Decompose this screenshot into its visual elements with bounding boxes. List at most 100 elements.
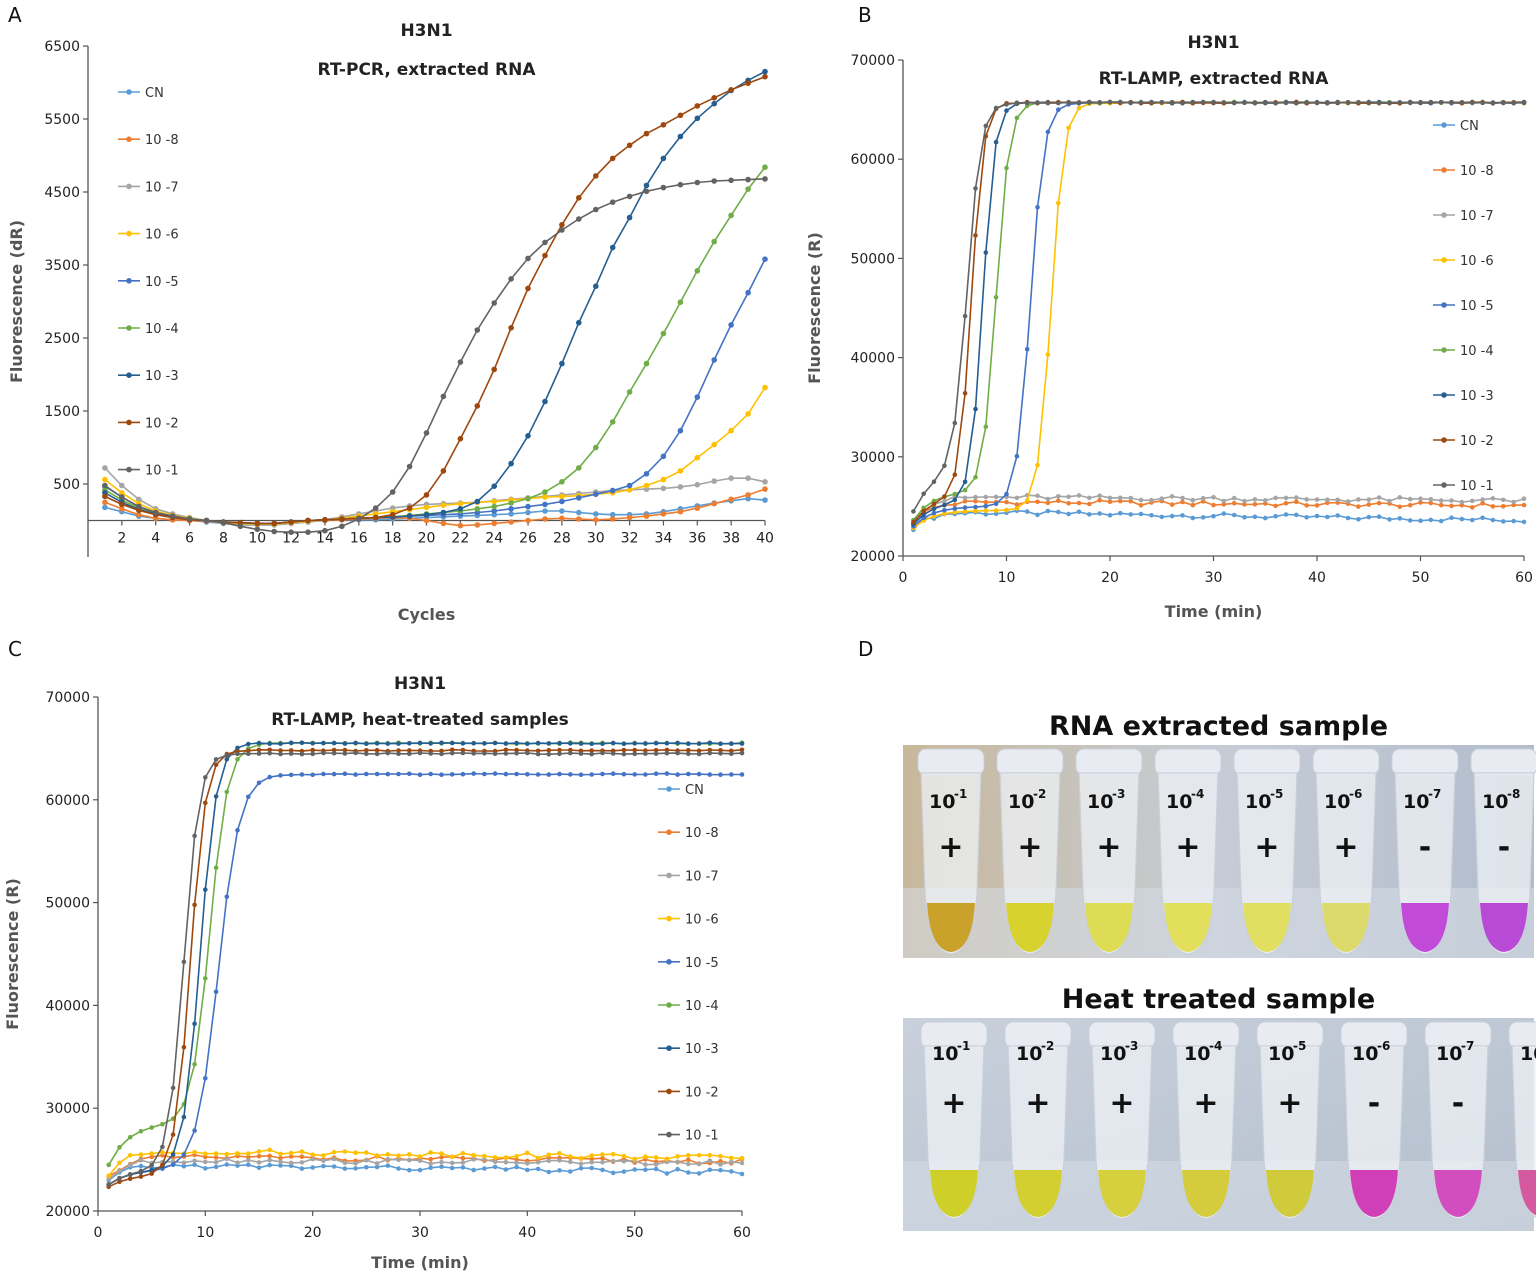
chart-b-data-point xyxy=(1045,500,1051,506)
chart-a-data-point xyxy=(728,177,734,184)
tube-heat-2: 10-2 + xyxy=(1004,1021,1072,1220)
chart-c-data-point xyxy=(525,750,530,756)
tube-label-base: 10 xyxy=(1436,1043,1462,1065)
chart-a-data-point xyxy=(136,496,142,503)
chart-a-data-point xyxy=(271,520,278,527)
chart-b-data-point xyxy=(1449,100,1454,105)
chart-c-data-point xyxy=(632,741,637,746)
chart-b-data-point xyxy=(1283,512,1289,517)
chart-a-data-point xyxy=(339,516,345,522)
chart-c-data-point xyxy=(149,1154,154,1160)
chart-a-data-point xyxy=(694,268,701,274)
chart-a-data-point xyxy=(643,188,650,195)
tube-liquid xyxy=(927,903,975,952)
chart-b-data-point xyxy=(931,510,937,516)
chart-c-data-point xyxy=(321,1158,326,1164)
chart-b-data-point xyxy=(1066,494,1071,500)
chart-a-data-point xyxy=(728,475,734,482)
chart-c-data-point xyxy=(589,1153,594,1158)
chart-b-data-point xyxy=(1066,125,1071,131)
chart-b-data-point xyxy=(1190,502,1196,508)
chart-a-data-point xyxy=(576,495,582,501)
chart-b-data-point xyxy=(1356,99,1361,105)
chart-c-data-point xyxy=(417,750,423,756)
chart-c-data-point xyxy=(729,772,734,777)
chart-b-data-point xyxy=(1200,99,1206,105)
legend-swatch-marker xyxy=(126,466,132,473)
chart-c-data-point xyxy=(256,1153,262,1159)
chart-b-data-point xyxy=(1304,497,1309,502)
chart-a-data-point xyxy=(508,325,514,331)
chart-c-data-point xyxy=(428,771,434,777)
chart-c-data-point xyxy=(138,1163,144,1169)
chart-b-data-point xyxy=(962,498,968,504)
chart-c-data-point xyxy=(449,750,455,756)
tube-label-exponent: -3 xyxy=(1125,1039,1138,1053)
chart-c-data-point xyxy=(428,1156,434,1162)
chart-b-data-point xyxy=(973,494,978,500)
chart-c-data-point xyxy=(686,741,691,746)
chart-c-data-point xyxy=(696,1152,702,1158)
chart-b-x-tick-label: 20 xyxy=(1101,570,1119,586)
chart-c-data-point xyxy=(267,1157,273,1163)
chart-b-y-tick-label: 30000 xyxy=(850,450,895,466)
chart-a-data-point xyxy=(576,509,582,516)
tube-liquid xyxy=(1164,903,1212,952)
chart-a-data-point xyxy=(423,492,430,498)
chart-a-data-point xyxy=(694,179,701,186)
tube-result-sign: - xyxy=(1452,1086,1464,1121)
chart-b-data-point xyxy=(1118,498,1123,504)
chart-c-data-point xyxy=(117,1145,122,1150)
chart-b-data-point xyxy=(1159,514,1165,520)
chart-b-data-point xyxy=(952,497,958,503)
chart-b-title: H3N1 xyxy=(1187,33,1239,53)
chart-c-data-point xyxy=(460,1160,466,1165)
chart-c-data-point xyxy=(482,1157,487,1162)
tube-label-base: 10 xyxy=(1008,791,1034,813)
chart-a-data-point xyxy=(305,517,311,524)
chart-b-data-point xyxy=(1345,515,1351,521)
tube-label-exponent: -6 xyxy=(1349,787,1362,801)
chart-a-data-point xyxy=(593,511,599,517)
chart-b-data-point xyxy=(973,504,978,510)
chart-c-data-point xyxy=(106,1176,111,1182)
chart-a-data-point xyxy=(593,206,599,213)
tube-heat-6: 10-6 - xyxy=(1340,1021,1408,1220)
chart-c-data-point xyxy=(568,741,573,746)
chart-b-data-point xyxy=(1283,100,1289,105)
chart-a-data-point xyxy=(288,529,294,535)
tube-heat-3: 10-3 + xyxy=(1088,1021,1156,1220)
chart-a-data-point xyxy=(728,87,734,93)
chart-c-data-point xyxy=(503,747,509,753)
chart-b-data-point xyxy=(962,479,968,485)
chart-a-data-point xyxy=(694,505,701,511)
chart-a-data-point xyxy=(203,517,210,524)
chart-b-data-point xyxy=(1242,515,1247,520)
chart-b-data-point xyxy=(1376,100,1382,106)
chart-a-data-point xyxy=(525,517,531,524)
chart-b-data-point xyxy=(1335,513,1340,518)
chart-b-data-point xyxy=(1490,504,1496,509)
chart-c-data-point xyxy=(256,751,262,756)
chart-c-data-point xyxy=(578,1161,584,1167)
chart-b-data-point xyxy=(1273,495,1278,501)
chart-a-data-point xyxy=(677,427,684,434)
legend-label: 10 -2 xyxy=(145,416,179,431)
chart-b-data-point xyxy=(1045,352,1051,357)
chart-a-data-point xyxy=(491,483,498,490)
chart-c-data-point xyxy=(557,747,562,753)
chart-b-data-point xyxy=(1376,514,1382,519)
chart-c-data-point xyxy=(321,771,326,777)
chart-a-data-point xyxy=(745,176,751,183)
tube-label-exponent: -5 xyxy=(1270,787,1283,801)
chart-b-data-point xyxy=(1314,100,1320,105)
chart-c-data-point xyxy=(299,772,305,777)
legend-swatch-marker xyxy=(1441,347,1447,353)
chart-b-data-point xyxy=(1242,100,1247,105)
chart-c-y-tick-label: 30000 xyxy=(45,1101,90,1117)
chart-b-data-point xyxy=(983,123,989,129)
chart-a-data-point xyxy=(609,244,616,251)
chart-a-data-point xyxy=(677,484,684,490)
chart-a-data-point xyxy=(491,366,498,373)
chart-c-data-point xyxy=(385,750,391,756)
